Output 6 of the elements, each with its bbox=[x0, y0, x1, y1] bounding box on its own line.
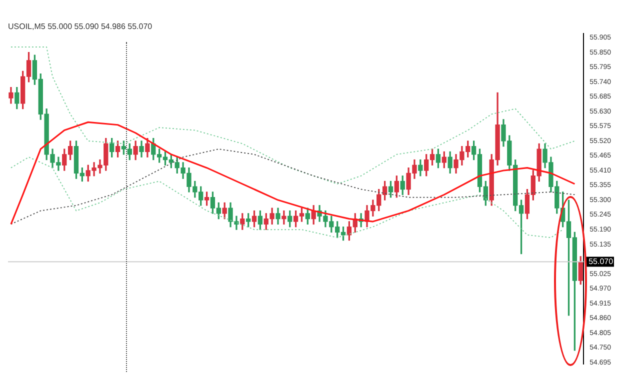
line-series bbox=[10, 156, 564, 238]
line-series bbox=[10, 46, 576, 184]
ref-line-label: 55.070 bbox=[588, 256, 614, 266]
line-series bbox=[10, 148, 576, 225]
chart-title: USOIL,M5 55.000 55.090 54.986 55.070 bbox=[8, 22, 153, 32]
candlestick bbox=[282, 210, 286, 225]
